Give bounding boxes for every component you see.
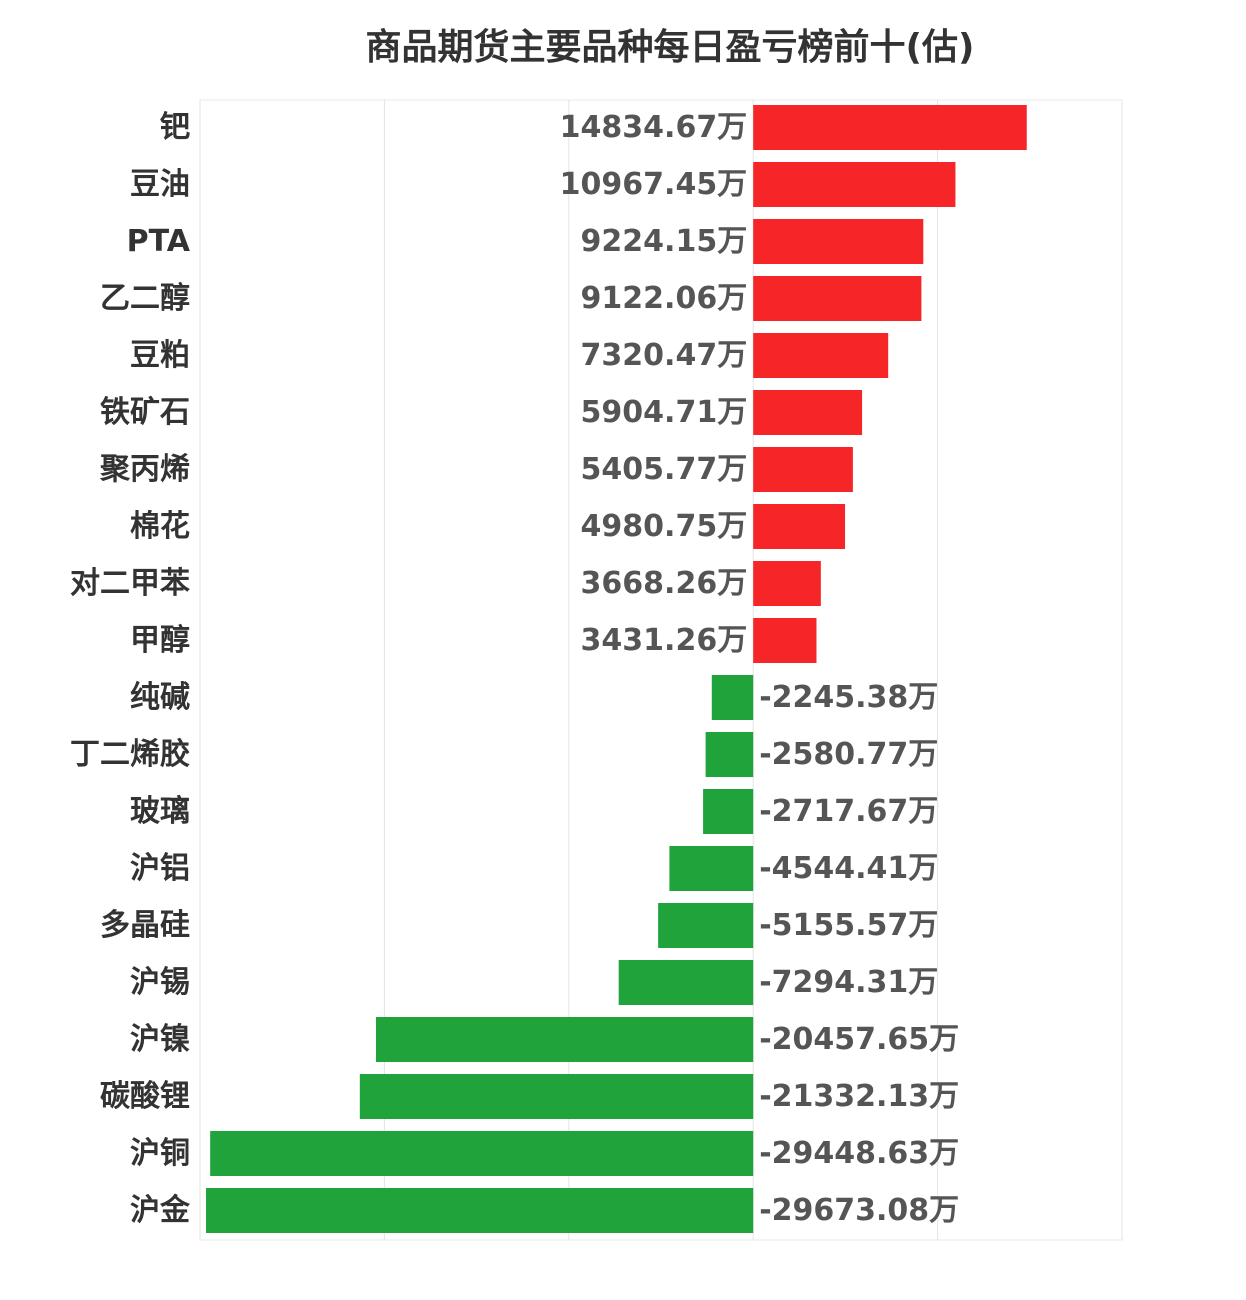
category-label: 聚丙烯 xyxy=(99,452,190,487)
bar xyxy=(753,276,922,321)
category-label: 铁矿石 xyxy=(100,395,190,430)
value-label: -7294.31万 xyxy=(759,965,938,1000)
bar xyxy=(753,561,821,606)
value-label: -5155.57万 xyxy=(759,908,938,943)
category-label: 玻璃 xyxy=(130,794,190,829)
category-label: 对二甲苯 xyxy=(70,566,190,601)
bar xyxy=(705,732,754,777)
bar xyxy=(753,390,863,435)
value-label: -2717.67万 xyxy=(759,794,938,829)
value-label: -4544.41万 xyxy=(759,851,938,886)
value-label: 14834.67万 xyxy=(560,110,748,145)
value-label: 5405.77万 xyxy=(581,452,748,487)
value-label: -2245.38万 xyxy=(759,680,938,715)
category-label: 沪锡 xyxy=(130,965,190,1000)
category-label: 沪镍 xyxy=(130,1022,190,1057)
category-label: 棉花 xyxy=(130,509,190,544)
value-label: -20457.65万 xyxy=(759,1022,959,1057)
bar xyxy=(375,1017,754,1062)
bar xyxy=(753,162,956,207)
bar xyxy=(618,960,754,1005)
category-label: PTA xyxy=(127,224,191,259)
bar xyxy=(753,447,853,492)
value-label: 3431.26万 xyxy=(581,623,748,658)
category-label: 沪铜 xyxy=(130,1136,190,1171)
value-label: -2580.77万 xyxy=(759,737,938,772)
category-label: 甲醇 xyxy=(130,623,190,658)
category-label: 豆粕 xyxy=(130,338,190,373)
category-label: 乙二醇 xyxy=(100,281,190,316)
plot-frame xyxy=(199,99,1123,1241)
bar xyxy=(753,618,817,663)
bar xyxy=(711,675,754,720)
value-label: -29673.08万 xyxy=(759,1193,959,1228)
bar xyxy=(658,903,754,948)
value-label: 9122.06万 xyxy=(581,281,748,316)
bar xyxy=(753,105,1027,150)
category-label: 丁二烯胶 xyxy=(70,737,190,772)
bar xyxy=(210,1131,754,1176)
value-label: 4980.75万 xyxy=(581,509,748,544)
bar xyxy=(669,846,754,891)
value-label: 9224.15万 xyxy=(581,224,748,259)
category-label: 多晶硅 xyxy=(100,908,190,943)
bar xyxy=(359,1074,754,1119)
value-label: 10967.45万 xyxy=(560,167,748,202)
category-label: 纯碱 xyxy=(130,680,190,715)
category-label: 沪铝 xyxy=(130,851,190,886)
value-label: 5904.71万 xyxy=(581,395,748,430)
bar xyxy=(753,219,924,264)
bar xyxy=(753,504,846,549)
value-label: 3668.26万 xyxy=(581,566,748,601)
category-label: 豆油 xyxy=(130,167,190,202)
category-label: 碳酸锂 xyxy=(100,1079,190,1114)
value-label: -21332.13万 xyxy=(759,1079,959,1114)
value-label: -29448.63万 xyxy=(759,1136,959,1171)
bar xyxy=(206,1188,754,1233)
bar xyxy=(703,789,754,834)
category-label: 钯 xyxy=(160,110,190,145)
chart-title: 商品期货主要品种每日盈亏榜前十(估) xyxy=(365,27,975,68)
bar xyxy=(753,333,889,378)
category-label: 沪金 xyxy=(130,1193,191,1228)
value-label: 7320.47万 xyxy=(581,338,748,373)
